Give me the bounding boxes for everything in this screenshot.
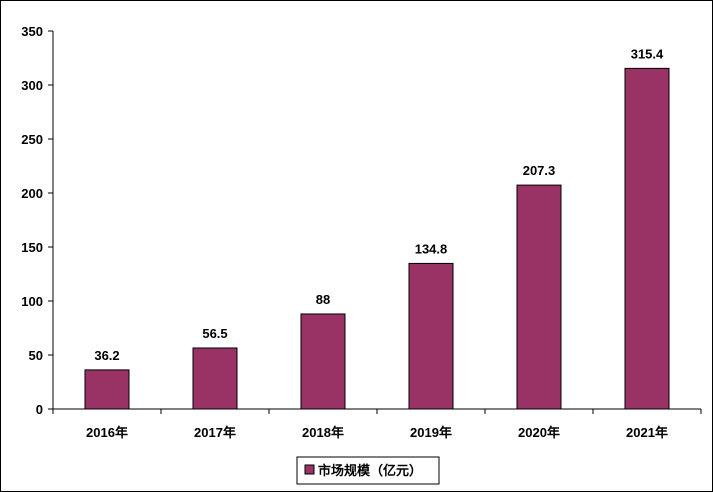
bars — [84, 67, 670, 410]
x-category-label: 2020年 — [518, 425, 560, 440]
x-category-label: 2019年 — [410, 425, 452, 440]
x-category-label: 2021年 — [626, 425, 668, 440]
bar-value-label: 315.4 — [631, 46, 664, 61]
bar — [408, 262, 454, 410]
y-tick-label: 100 — [21, 294, 43, 309]
y-tick-label: 350 — [21, 24, 43, 39]
legend-swatch — [304, 464, 315, 475]
bar-value-label: 88 — [316, 292, 330, 307]
x-category-label: 2018年 — [302, 425, 344, 440]
bar — [516, 184, 562, 410]
bar — [624, 67, 670, 410]
bar-value-label: 207.3 — [523, 163, 556, 178]
data-labels: 36.2 56.5 88 134.8 207.3 315.4 — [94, 46, 664, 363]
bar — [300, 313, 346, 410]
y-axis: 0 50 100 150 200 250 300 350 — [21, 24, 54, 417]
y-tick-label: 150 — [21, 240, 43, 255]
legend: 市场规模（亿元） — [296, 456, 440, 485]
y-tick-label: 250 — [21, 132, 43, 147]
x-axis: 2016年 2017年 2018年 2019年 2020年 2021年 — [52, 408, 702, 440]
x-category-label: 2016年 — [86, 425, 128, 440]
x-category-label: 2017年 — [194, 425, 236, 440]
y-tick-label: 50 — [29, 348, 43, 363]
y-tick-label: 0 — [36, 402, 43, 417]
y-tick-label: 300 — [21, 78, 43, 93]
legend-box — [296, 456, 440, 485]
bar-value-label: 36.2 — [94, 348, 119, 363]
bar — [192, 347, 238, 410]
y-tick-label: 200 — [21, 186, 43, 201]
bar-value-label: 56.5 — [202, 326, 227, 341]
bar-value-label: 134.8 — [415, 241, 448, 256]
bar — [84, 369, 130, 410]
legend-label: 市场规模（亿元） — [318, 463, 422, 478]
